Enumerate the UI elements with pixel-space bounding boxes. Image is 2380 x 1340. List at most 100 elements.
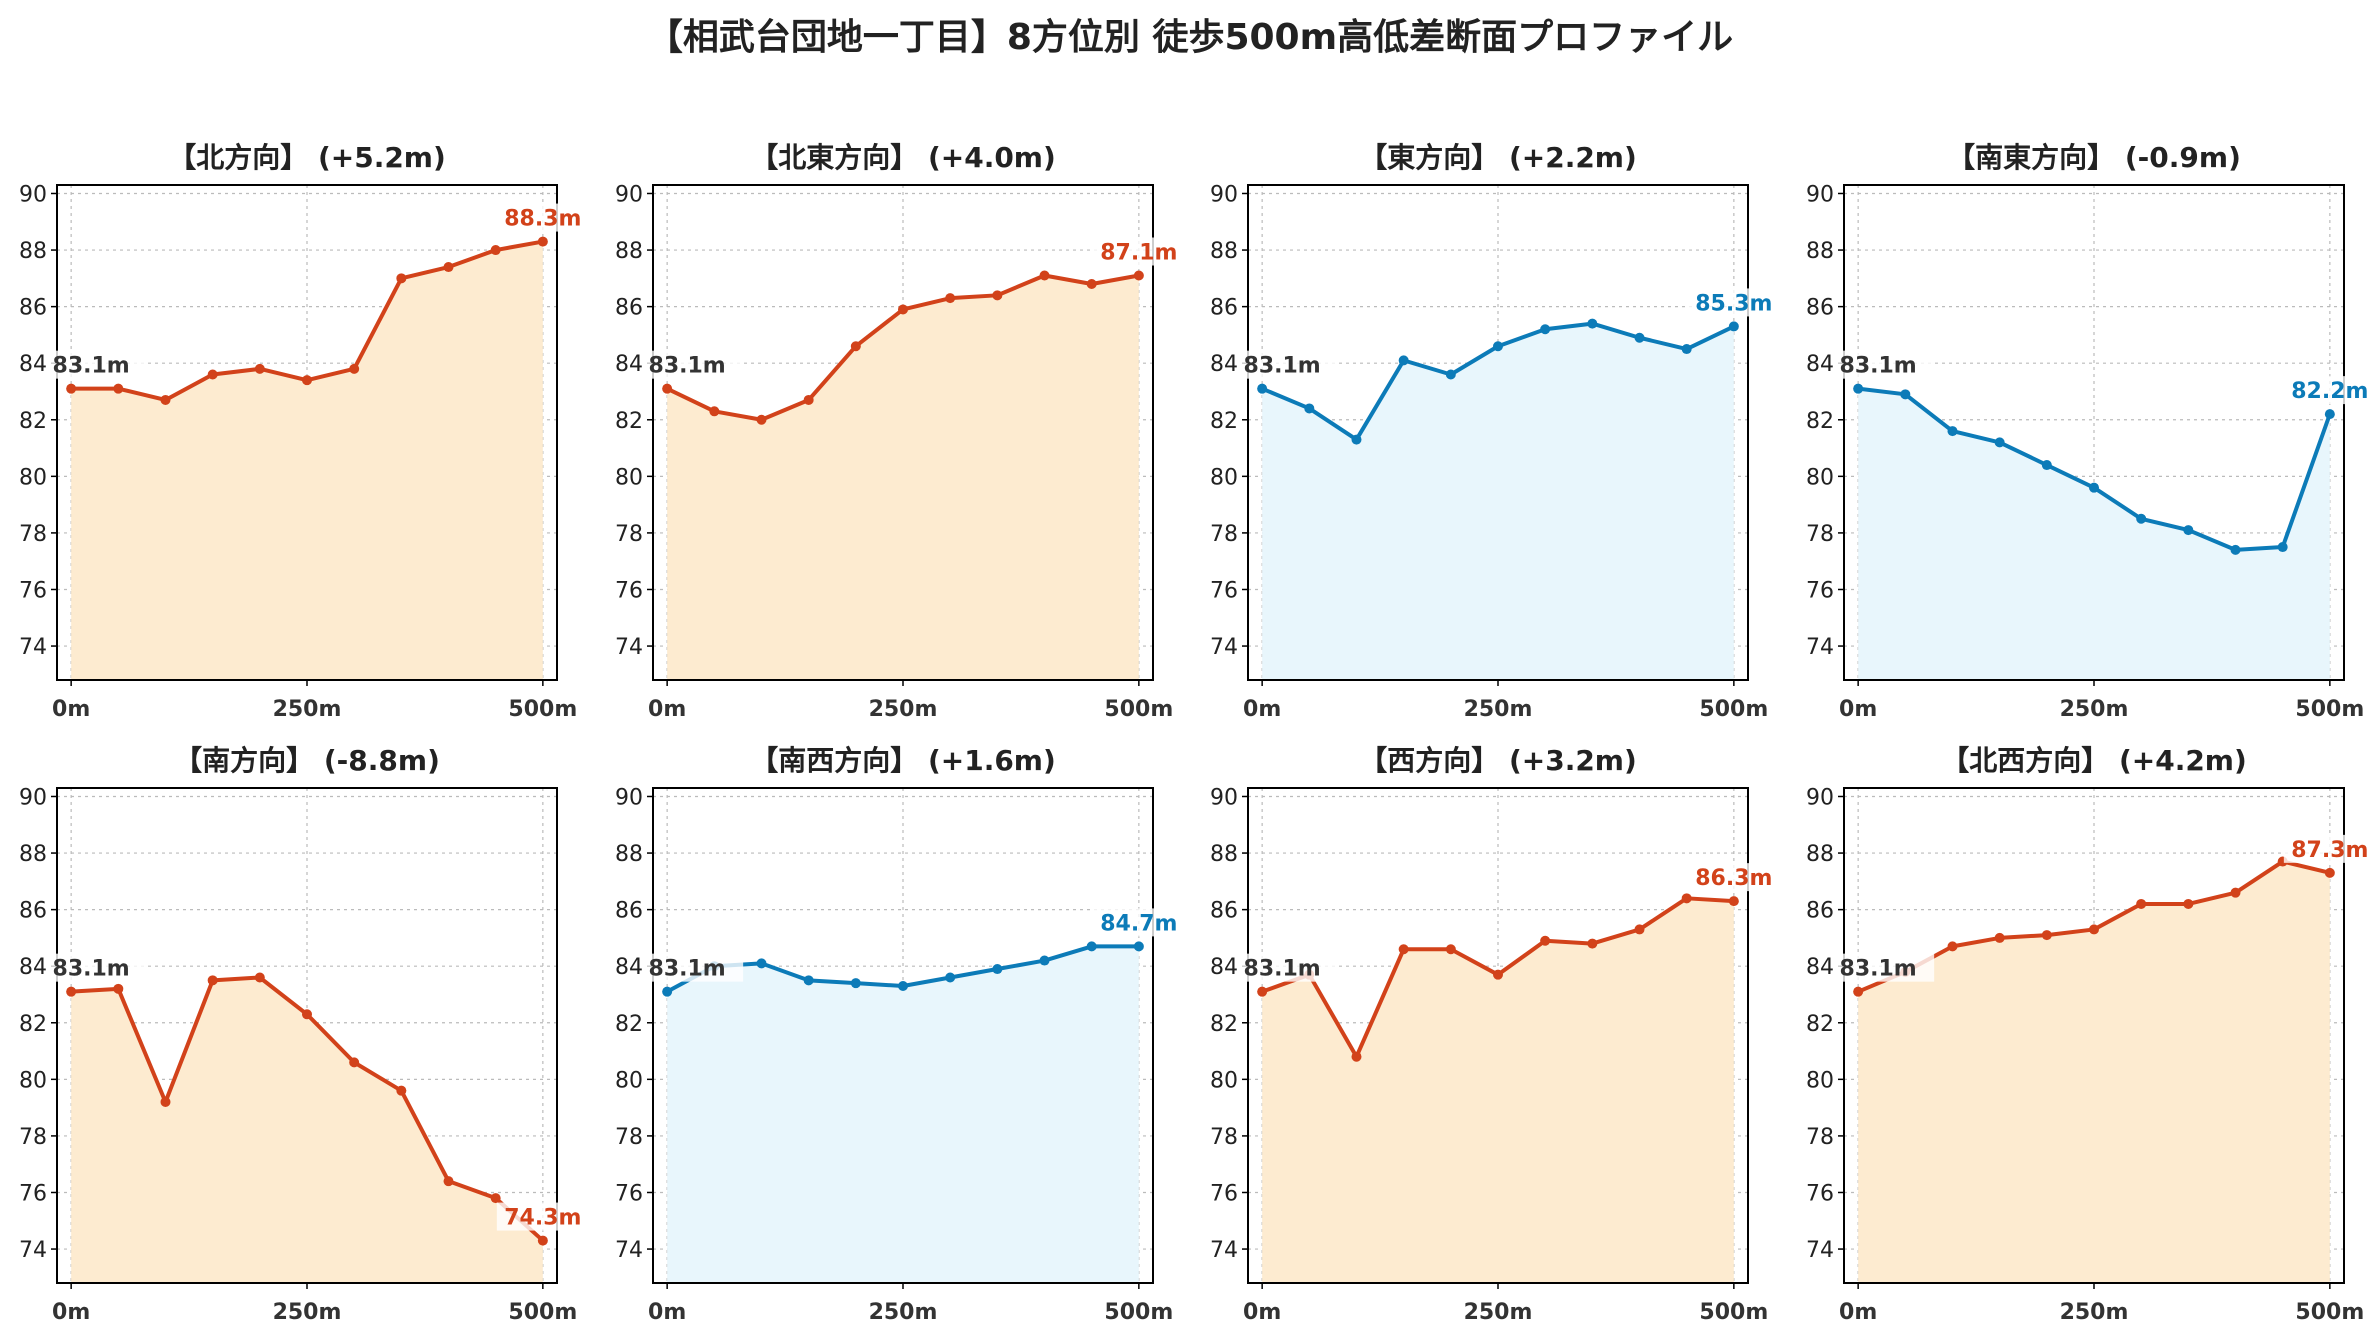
y-tick-label: 84 — [19, 955, 47, 980]
profile-area — [1858, 388, 2330, 680]
x-tick-label: 250m — [869, 1300, 938, 1325]
end-value-label: 88.3m — [504, 207, 581, 232]
data-point — [2324, 867, 2335, 878]
start-label-bg — [49, 953, 148, 982]
data-point — [1681, 344, 1692, 355]
end-value-label: 87.1m — [1100, 241, 1177, 266]
y-tick-label: 82 — [1210, 1012, 1238, 1037]
x-tick-label: 250m — [869, 697, 938, 722]
y-tick-label: 90 — [1210, 785, 1238, 810]
start-label-bg — [1240, 350, 1339, 379]
start-label-bg — [645, 350, 744, 379]
y-tick-label: 84 — [19, 352, 47, 377]
data-point — [207, 369, 218, 380]
data-point — [2183, 898, 2194, 909]
y-tick-label: 74 — [1806, 1238, 1834, 1263]
y-tick-label: 78 — [19, 522, 47, 547]
end-label-bg — [1687, 863, 1780, 892]
data-point — [1900, 389, 1911, 400]
data-point — [490, 1193, 501, 1204]
y-tick-label: 82 — [1210, 409, 1238, 434]
x-tick-label: 0m — [1839, 1300, 1877, 1325]
data-point — [160, 394, 171, 405]
data-point — [113, 983, 124, 994]
panel-title: 【西方向】 (+3.2m) — [1359, 744, 1637, 777]
data-point — [1634, 924, 1645, 935]
y-tick-label: 90 — [615, 785, 643, 810]
y-tick-label: 88 — [1210, 239, 1238, 264]
x-tick-label: 500m — [2295, 697, 2364, 722]
data-point — [537, 236, 548, 247]
y-tick-label: 86 — [615, 296, 643, 321]
y-tick-label: 88 — [19, 842, 47, 867]
end-label-bg — [1687, 288, 1780, 317]
data-point — [709, 406, 720, 417]
data-point — [2041, 930, 2052, 941]
profile-area — [71, 241, 543, 681]
data-point — [349, 363, 360, 374]
data-point — [443, 1176, 454, 1187]
end-value-label: 82.2m — [2291, 379, 2368, 404]
y-tick-label: 86 — [1806, 899, 1834, 924]
x-tick-label: 500m — [508, 1300, 577, 1325]
start-label-bg — [1240, 953, 1339, 982]
data-point — [898, 981, 908, 991]
end-value-label: 84.7m — [1100, 911, 1177, 936]
data-point — [2089, 924, 2099, 935]
y-tick-label: 76 — [615, 1181, 643, 1206]
y-tick-label: 88 — [1806, 239, 1834, 264]
data-point — [1728, 896, 1739, 907]
data-point — [1587, 938, 1598, 949]
chart-panel-1: 【北東方向】 (+4.0m) 74 76 78 80 82 84 86 88 90 0m 250m 50… — [615, 141, 1185, 722]
x-tick-label: 250m — [273, 1300, 342, 1325]
start-label-bg — [645, 953, 744, 982]
x-tick-label: 0m — [1243, 697, 1281, 722]
end-label-bg — [1092, 908, 1185, 937]
start-label-bg — [1836, 350, 1935, 379]
y-tick-label: 88 — [1806, 842, 1834, 867]
figure-title: 【相武台団地一丁目】8方位別 徒歩500m高低差断面プロファイル — [646, 17, 1734, 58]
data-point — [1853, 986, 1864, 997]
data-point — [1351, 1051, 1362, 1062]
y-tick-label: 76 — [615, 578, 643, 603]
end-value-label: 86.3m — [1695, 866, 1772, 891]
end-label-bg — [2283, 376, 2376, 405]
y-tick-label: 86 — [1210, 296, 1238, 321]
y-tick-label: 76 — [1210, 578, 1238, 603]
data-point — [254, 363, 265, 374]
data-point — [396, 273, 407, 284]
data-point — [537, 1235, 548, 1246]
chart-panel-6: 【西方向】 (+3.2m) 74 76 78 80 82 84 86 88 90 0m 250m 500… — [1210, 744, 1780, 1325]
data-point — [992, 290, 1003, 301]
end-label-bg — [1092, 237, 1185, 266]
data-point — [756, 958, 767, 969]
x-tick-label: 0m — [52, 697, 90, 722]
profile-area — [1262, 323, 1734, 680]
profile-area — [667, 946, 1139, 1283]
x-tick-label: 500m — [1104, 697, 1173, 722]
y-tick-label: 74 — [19, 635, 47, 660]
data-point — [1257, 986, 1268, 997]
y-tick-label: 76 — [1806, 1181, 1834, 1206]
y-tick-label: 86 — [19, 296, 47, 321]
start-label-bg — [49, 350, 148, 379]
data-point — [803, 394, 814, 405]
y-tick-label: 78 — [615, 1125, 643, 1150]
data-point — [396, 1085, 407, 1096]
data-point — [1445, 944, 1456, 955]
data-point — [490, 245, 501, 256]
data-point — [254, 972, 265, 983]
data-point — [302, 375, 312, 386]
start-value-label: 83.1m — [649, 354, 726, 379]
x-tick-label: 500m — [1699, 697, 1768, 722]
y-tick-label: 80 — [615, 465, 643, 490]
panel-title: 【北東方向】 (+4.0m) — [750, 141, 1056, 174]
y-tick-label: 82 — [19, 1012, 47, 1037]
y-tick-label: 78 — [19, 1125, 47, 1150]
end-label-bg — [496, 1202, 589, 1231]
data-point — [2277, 542, 2288, 553]
y-tick-label: 80 — [1806, 465, 1834, 490]
x-tick-label: 250m — [1464, 697, 1533, 722]
chart-panel-3: 【南東方向】 (-0.9m) 74 76 78 80 82 84 86 88 90 0m 250m 50… — [1806, 141, 2376, 722]
data-point — [1304, 403, 1315, 414]
